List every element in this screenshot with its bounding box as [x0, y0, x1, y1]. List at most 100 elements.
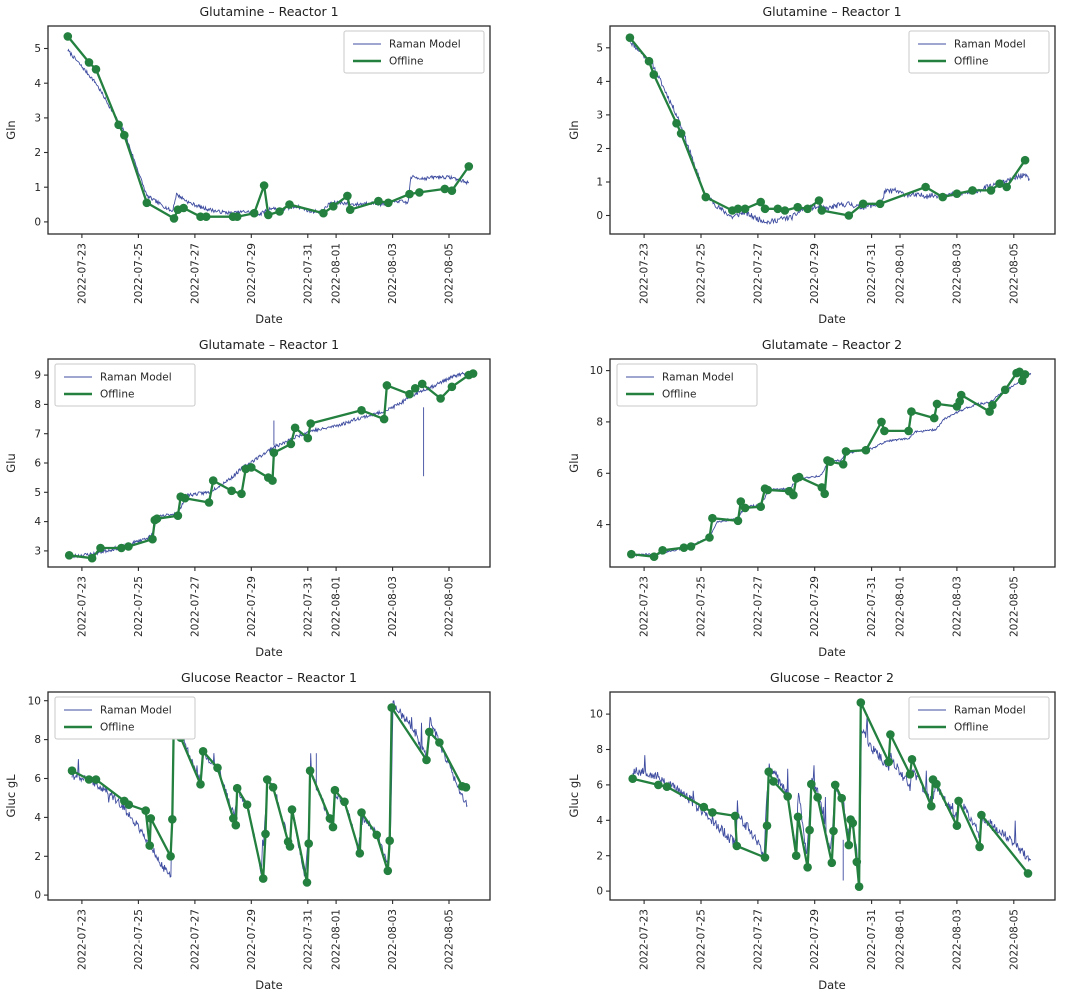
y-axis-label: Glu — [567, 453, 581, 472]
svg-text:2022-07-27: 2022-07-27 — [189, 576, 201, 637]
svg-text:2: 2 — [596, 143, 603, 155]
svg-text:2022-08-03: 2022-08-03 — [387, 243, 399, 304]
svg-text:2022-07-27: 2022-07-27 — [752, 243, 764, 304]
svg-text:2: 2 — [596, 850, 603, 862]
svg-text:3: 3 — [596, 110, 603, 122]
y-axis-label: Gln — [4, 120, 18, 139]
svg-text:8: 8 — [596, 744, 603, 756]
svg-text:4: 4 — [34, 812, 41, 824]
glutamate-r2-plot: 4 6 8 10 2022-07-23 2022-07-25 2022-07-27 2022-… — [567, 337, 1056, 659]
chart-panel-glutamine-r1: 0 1 2 3 4 5 2022-07-23 2022-07-25 2022-07-27 2022… — [0, 0, 540, 333]
svg-text:2022-08-01: 2022-08-01 — [331, 576, 343, 637]
svg-text:2022-08-05: 2022-08-05 — [444, 243, 456, 304]
svg-text:2022-07-27: 2022-07-27 — [189, 243, 201, 304]
glutamine-r1-plot: 0 1 2 3 4 5 2022-07-23 2022-07-25 2022-07-27 2022… — [4, 4, 491, 326]
svg-text:Offline: Offline — [389, 56, 423, 68]
y-axis-label: Gln — [567, 120, 581, 139]
svg-text:Offline: Offline — [100, 389, 134, 401]
chart-panel-glucose-r1: 0 2 4 6 8 10 2022-07-23 2022-07-25 2022-07-27 202… — [0, 666, 540, 999]
svg-text:2022-08-01: 2022-08-01 — [895, 243, 907, 304]
chart-title: Glutamate – Reactor 2 — [762, 337, 902, 352]
svg-text:0: 0 — [34, 217, 41, 229]
svg-text:Raman Model: Raman Model — [954, 705, 1026, 717]
svg-text:0: 0 — [596, 886, 603, 898]
chart-panel-glutamate-r1: 3 4 5 6 7 8 9 2022-07-23 2022-07-25 2022-07-27 202… — [0, 333, 540, 666]
svg-text:2022-07-23: 2022-07-23 — [76, 909, 88, 970]
chart-title: Glutamate – Reactor 1 — [199, 337, 339, 352]
svg-text:Offline: Offline — [662, 389, 696, 401]
svg-text:2: 2 — [34, 851, 41, 863]
svg-text:2022-08-05: 2022-08-05 — [444, 576, 456, 637]
svg-text:Offline: Offline — [954, 56, 988, 68]
svg-text:8: 8 — [34, 399, 41, 411]
svg-text:2022-07-23: 2022-07-23 — [639, 909, 651, 970]
legend: Raman Model Offline — [616, 363, 758, 407]
y-axis-label: Gluc gL — [4, 774, 18, 818]
svg-text:2022-07-25: 2022-07-25 — [696, 909, 708, 970]
chart-title: Glutamine – Reactor 1 — [762, 4, 901, 19]
svg-text:6: 6 — [596, 468, 603, 480]
svg-text:2022-07-25: 2022-07-25 — [696, 576, 708, 637]
svg-text:2022-08-03: 2022-08-03 — [951, 243, 963, 304]
svg-text:2022-08-05: 2022-08-05 — [1008, 243, 1020, 304]
svg-text:2022-07-25: 2022-07-25 — [133, 576, 145, 637]
svg-text:6: 6 — [34, 773, 41, 785]
svg-text:Offline: Offline — [954, 722, 988, 734]
svg-text:2022-07-29: 2022-07-29 — [809, 909, 821, 970]
svg-text:2022-08-05: 2022-08-05 — [1008, 909, 1020, 970]
svg-text:Raman Model: Raman Model — [662, 372, 734, 384]
plot-layer: 0 1 2 3 4 5 2022-07-23 2022-07-25 2022-07-27 2022… — [34, 25, 491, 304]
svg-text:4: 4 — [596, 76, 603, 88]
x-axis-label: Date — [818, 978, 846, 992]
svg-text:2022-07-31: 2022-07-31 — [866, 576, 878, 637]
svg-text:2022-07-31: 2022-07-31 — [302, 243, 314, 304]
svg-text:2022-08-03: 2022-08-03 — [387, 576, 399, 637]
svg-text:Offline: Offline — [100, 722, 134, 734]
svg-text:4: 4 — [34, 78, 41, 90]
svg-text:2022-07-31: 2022-07-31 — [302, 576, 314, 637]
svg-text:10: 10 — [590, 709, 603, 721]
svg-text:2022-08-03: 2022-08-03 — [387, 909, 399, 970]
x-axis-label: Date — [255, 645, 283, 659]
svg-text:2022-07-25: 2022-07-25 — [696, 243, 708, 304]
svg-text:Raman Model: Raman Model — [954, 39, 1026, 51]
svg-text:2022-07-25: 2022-07-25 — [133, 243, 145, 304]
glutamate-r1-plot: 3 4 5 6 7 8 9 2022-07-23 2022-07-25 2022-07-27 202… — [4, 337, 491, 659]
svg-text:1: 1 — [34, 182, 41, 194]
x-axis-label: Date — [818, 645, 846, 659]
glucose-r2-plot: 0 2 4 6 8 10 2022-07-23 2022-07-25 2022-07-27 202… — [567, 670, 1056, 992]
glucose-r1-plot: 0 2 4 6 8 10 2022-07-23 2022-07-25 2022-07-27 202… — [4, 670, 491, 992]
chart-title: Glutamine – Reactor 1 — [199, 4, 338, 19]
chart-title: Glucose – Reactor 2 — [770, 670, 894, 685]
legend: Raman Model Offline — [908, 696, 1050, 740]
svg-text:9: 9 — [34, 370, 41, 382]
plot-layer: 4 6 8 10 2022-07-23 2022-07-25 2022-07-27 2022-… — [590, 358, 1056, 637]
svg-text:10: 10 — [28, 695, 41, 707]
svg-text:0: 0 — [596, 210, 603, 222]
svg-text:2022-07-23: 2022-07-23 — [639, 576, 651, 637]
svg-text:2022-08-01: 2022-08-01 — [331, 909, 343, 970]
svg-text:2022-07-27: 2022-07-27 — [752, 576, 764, 637]
x-axis-label: Date — [818, 312, 846, 326]
chart-panel-glucose-r2: 0 2 4 6 8 10 2022-07-23 2022-07-25 2022-07-27 202… — [540, 666, 1080, 999]
chart-panel-glutamine-r1b: 0 1 2 3 4 5 2022-07-23 2022-07-25 2022-07-27 2022… — [540, 0, 1080, 333]
svg-text:6: 6 — [34, 458, 41, 470]
svg-text:5: 5 — [34, 487, 41, 499]
svg-text:2022-08-05: 2022-08-05 — [444, 909, 456, 970]
chart-title: Glucose Reactor – Reactor 1 — [181, 670, 357, 685]
svg-text:2022-08-01: 2022-08-01 — [331, 243, 343, 304]
svg-text:2022-07-25: 2022-07-25 — [133, 909, 145, 970]
legend: Raman Model Offline — [54, 696, 196, 740]
svg-text:8: 8 — [34, 734, 41, 746]
y-axis-label: Gluc gL — [567, 774, 581, 818]
svg-text:2022-07-29: 2022-07-29 — [809, 576, 821, 637]
svg-text:2022-08-05: 2022-08-05 — [1008, 576, 1020, 637]
legend: Raman Model Offline — [343, 30, 485, 74]
y-axis-label: Glu — [4, 453, 18, 472]
svg-text:2022-07-31: 2022-07-31 — [302, 909, 314, 970]
svg-text:2022-07-29: 2022-07-29 — [246, 909, 258, 970]
plot-layer: 0 1 2 3 4 5 2022-07-23 2022-07-25 2022-07-27 2022… — [596, 25, 1056, 304]
svg-text:2022-07-23: 2022-07-23 — [76, 576, 88, 637]
glutamine-r1b-plot: 0 1 2 3 4 5 2022-07-23 2022-07-25 2022-07-27 2022… — [567, 4, 1056, 326]
